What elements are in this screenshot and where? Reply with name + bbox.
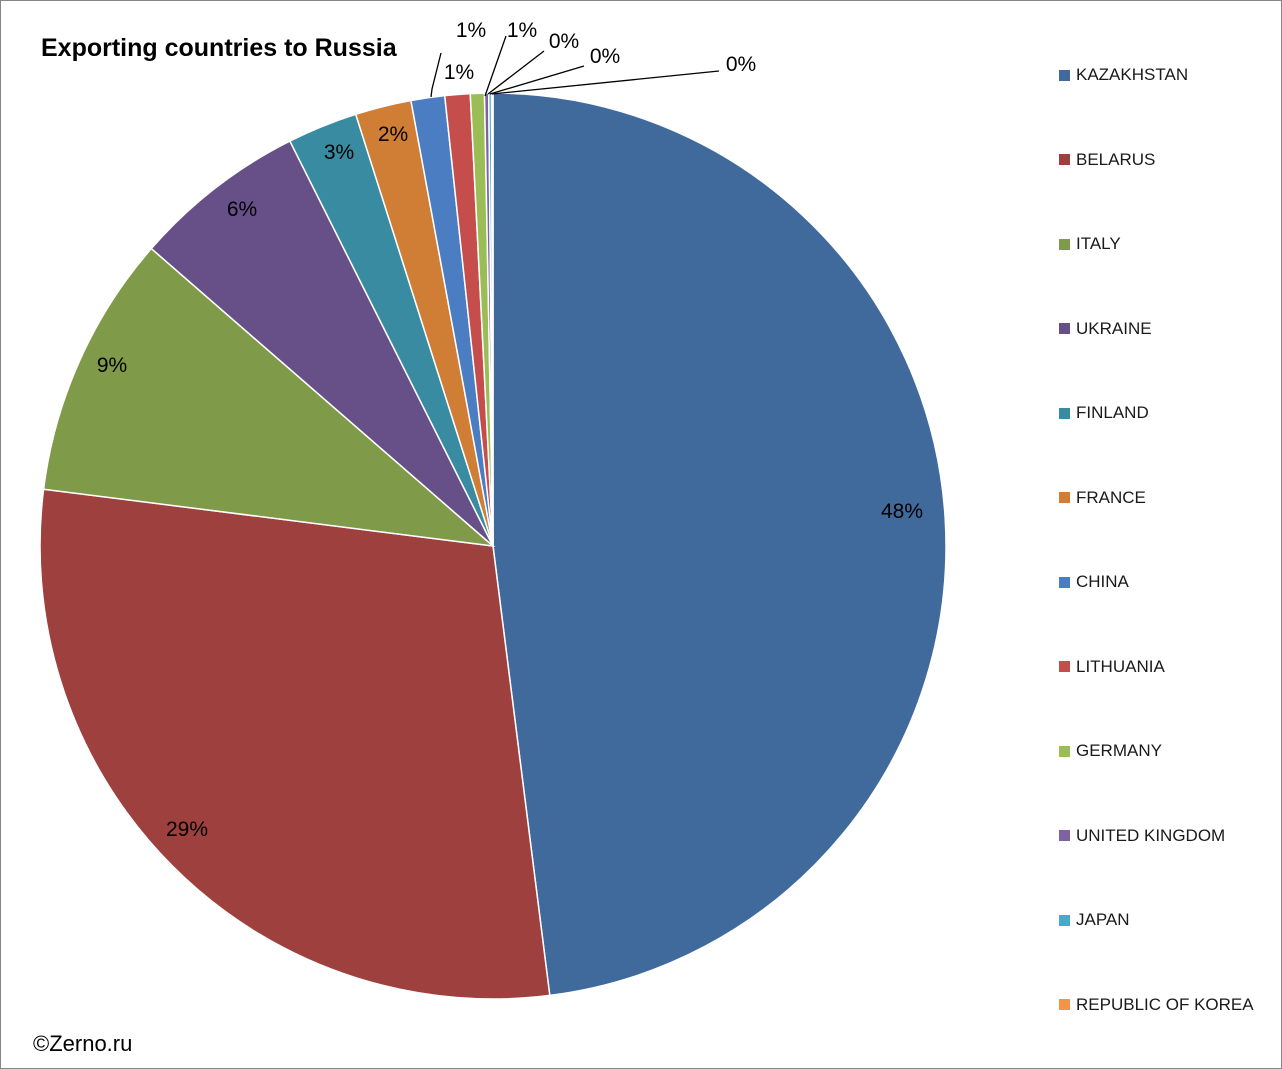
legend-item-united-kingdom: UNITED KINGDOM — [1059, 824, 1225, 848]
data-label-france: 2% — [378, 123, 408, 146]
legend-label: BELARUS — [1076, 149, 1156, 169]
legend-item-belarus: BELARUS — [1059, 148, 1155, 172]
legend-swatch — [1059, 661, 1070, 672]
legend-item-ukraine: UKRAINE — [1059, 317, 1152, 341]
data-label-republic-of-korea: 0% — [726, 53, 756, 76]
legend-swatch — [1059, 407, 1070, 419]
legend-item-germany: GERMANY — [1059, 739, 1162, 763]
legend-label: ITALY — [1076, 234, 1121, 253]
legend-swatch — [1059, 745, 1070, 757]
data-label-united-kingdom: 0% — [549, 30, 579, 53]
legend-swatch — [1059, 154, 1070, 165]
data-label-kazakhstan: 48% — [881, 500, 923, 523]
legend-swatch — [1059, 238, 1070, 250]
leader-line-republic-of-korea — [491, 70, 720, 95]
pie-slice-kazakhstan — [492, 92, 947, 997]
legend-item-japan: JAPAN — [1059, 908, 1130, 932]
copyright-text: ©Zerno.ru — [33, 1031, 133, 1056]
chart-title: Exporting countries to Russia — [41, 34, 397, 62]
legend-item-france: FRANCE — [1059, 486, 1146, 510]
legend-item-italy: ITALY — [1059, 232, 1121, 256]
data-label-lithuania: 1% — [444, 61, 474, 84]
leader-line-china — [430, 52, 442, 98]
legend-label: REPUBLIC OF KOREA — [1076, 994, 1254, 1014]
pie-slice-ukraine — [150, 140, 494, 547]
pie-slice-belarus — [39, 488, 551, 1000]
legend-swatch — [1059, 492, 1070, 503]
leader-line-united-kingdom — [487, 50, 545, 95]
legend-label: JAPAN — [1076, 910, 1130, 929]
legend-item-kazakhstan: KAZAKHSTAN — [1059, 63, 1188, 87]
legend-swatch — [1059, 323, 1070, 334]
legend-label: UNITED KINGDOM — [1076, 825, 1226, 845]
legend-swatch — [1059, 914, 1070, 926]
leader-line-japan — [489, 65, 585, 95]
data-label-china: 1% — [456, 19, 486, 42]
legend-swatch — [1059, 830, 1070, 841]
legend-label: FRANCE — [1076, 487, 1146, 507]
legend-label: KAZAKHSTAN — [1076, 65, 1189, 84]
data-label-germany: 1% — [507, 19, 537, 42]
legend-label: FINLAND — [1076, 403, 1149, 422]
legend-label: LITHUANIA — [1076, 656, 1165, 676]
data-label-japan: 0% — [590, 45, 620, 68]
data-label-ukraine: 6% — [227, 198, 257, 221]
data-label-finland: 3% — [324, 141, 354, 164]
legend-item-republic-of-korea: REPUBLIC OF KOREA — [1059, 993, 1254, 1017]
legend-swatch — [1059, 576, 1070, 588]
data-label-belarus: 29% — [166, 818, 208, 841]
legend-item-lithuania: LITHUANIA — [1059, 655, 1165, 679]
legend-label: GERMANY — [1076, 741, 1162, 760]
legend-label: UKRAINE — [1076, 318, 1152, 338]
legend-swatch — [1059, 69, 1070, 81]
data-label-italy: 9% — [97, 354, 127, 377]
legend-label: CHINA — [1076, 572, 1129, 591]
legend-item-finland: FINLAND — [1059, 401, 1149, 425]
leader-line-germany — [484, 35, 507, 97]
legend-item-china: CHINA — [1059, 570, 1129, 594]
pie-slice-italy — [42, 247, 496, 548]
legend-swatch — [1059, 999, 1070, 1010]
